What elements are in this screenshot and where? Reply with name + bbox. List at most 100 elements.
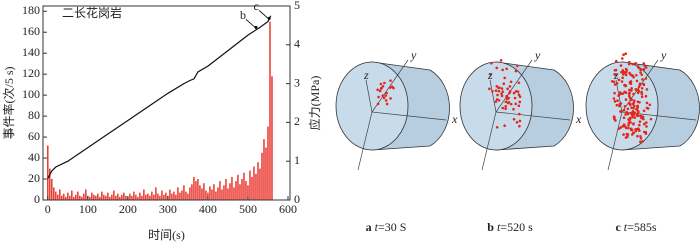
- event-dot: [619, 110, 623, 113]
- event-dot: [517, 81, 521, 85]
- event-dot: [642, 130, 646, 134]
- axis-label: z: [487, 68, 493, 82]
- event-dot: [515, 121, 519, 124]
- bar: [265, 147, 267, 200]
- event-dot: [501, 68, 504, 72]
- bar: [169, 189, 171, 200]
- event-dot: [509, 80, 513, 84]
- bar: [205, 190, 207, 200]
- y-tick-label: 160: [22, 24, 40, 38]
- x-tick-label: 500: [239, 202, 257, 216]
- event-dot: [497, 86, 500, 90]
- event-dot: [488, 87, 491, 91]
- event-dot: [644, 121, 648, 124]
- event-dot: [376, 88, 379, 92]
- bar: [231, 176, 233, 200]
- bar: [95, 195, 97, 200]
- bar: [165, 192, 167, 200]
- bar: [125, 195, 127, 200]
- axis-label: y: [410, 48, 417, 62]
- event-dot: [615, 82, 619, 85]
- event-dot: [620, 57, 624, 60]
- event-dot: [384, 94, 387, 97]
- event-dot: [506, 87, 509, 91]
- event-dot: [625, 110, 628, 114]
- event-dot: [505, 67, 508, 71]
- bar: [99, 196, 101, 200]
- event-dot: [385, 91, 389, 95]
- event-dot: [624, 113, 627, 116]
- x-tick-label: 0: [45, 202, 51, 216]
- caption: b t=520 s: [487, 220, 533, 234]
- annotation-arrow: [245, 19, 256, 28]
- caption-var: t: [497, 220, 501, 234]
- bar: [235, 181, 237, 200]
- axis-z: [365, 79, 373, 113]
- event-dot: [615, 103, 619, 107]
- bar: [229, 183, 231, 200]
- bar: [105, 195, 107, 200]
- event-dot: [392, 86, 395, 90]
- axis-down: [357, 111, 373, 171]
- bar: [261, 152, 263, 200]
- bar: [129, 193, 131, 200]
- event-dot: [630, 133, 634, 136]
- event-dot: [512, 107, 515, 111]
- bar: [149, 195, 151, 200]
- x-tick-label: 600: [279, 202, 297, 216]
- event-dot: [632, 92, 635, 96]
- event-dot: [630, 86, 633, 90]
- event-dot: [514, 102, 518, 106]
- bar: [195, 181, 197, 200]
- axis-z: [489, 79, 497, 113]
- bar: [115, 195, 117, 200]
- event-dot: [642, 83, 646, 87]
- event-dot: [629, 80, 633, 83]
- bar: [185, 191, 187, 200]
- event-dot: [635, 73, 638, 77]
- event-dot: [631, 110, 635, 113]
- event-dot: [622, 123, 626, 126]
- event-dot: [614, 73, 617, 76]
- bar: [251, 176, 253, 200]
- event-dot: [613, 69, 617, 72]
- bar: [211, 189, 213, 200]
- bar: [53, 187, 55, 200]
- bar: [83, 193, 85, 200]
- bar: [133, 191, 135, 200]
- bar: [141, 195, 143, 200]
- event-dot: [627, 60, 631, 64]
- bar: [239, 184, 241, 200]
- event-dot: [627, 126, 630, 130]
- event-dot: [642, 62, 646, 65]
- y-tick-label: 120: [22, 66, 40, 80]
- bar: [233, 187, 235, 200]
- bar: [123, 192, 125, 200]
- event-dot: [617, 94, 620, 97]
- event-dot: [617, 78, 621, 82]
- bar: [89, 196, 91, 200]
- bar: [227, 188, 229, 200]
- bar: [267, 126, 269, 200]
- event-dot: [624, 73, 628, 77]
- event-dot: [504, 107, 507, 111]
- bar: [157, 193, 159, 200]
- event-dot: [635, 108, 639, 111]
- event-dot: [639, 114, 643, 118]
- bar: [91, 192, 93, 200]
- event-dot: [645, 101, 649, 105]
- event-dot: [636, 134, 639, 138]
- bar: [257, 162, 259, 200]
- annotation: c: [254, 0, 259, 13]
- bar: [151, 191, 153, 200]
- event-dot: [616, 99, 619, 103]
- event-dot: [624, 98, 628, 101]
- axis-down: [607, 111, 623, 171]
- event-dot: [497, 89, 501, 93]
- event-dot: [636, 114, 640, 117]
- event-dot: [503, 124, 506, 127]
- bar: [197, 179, 199, 200]
- event-dot: [379, 82, 383, 86]
- x-tick-label: 300: [159, 202, 177, 216]
- axis-label: x: [575, 112, 582, 126]
